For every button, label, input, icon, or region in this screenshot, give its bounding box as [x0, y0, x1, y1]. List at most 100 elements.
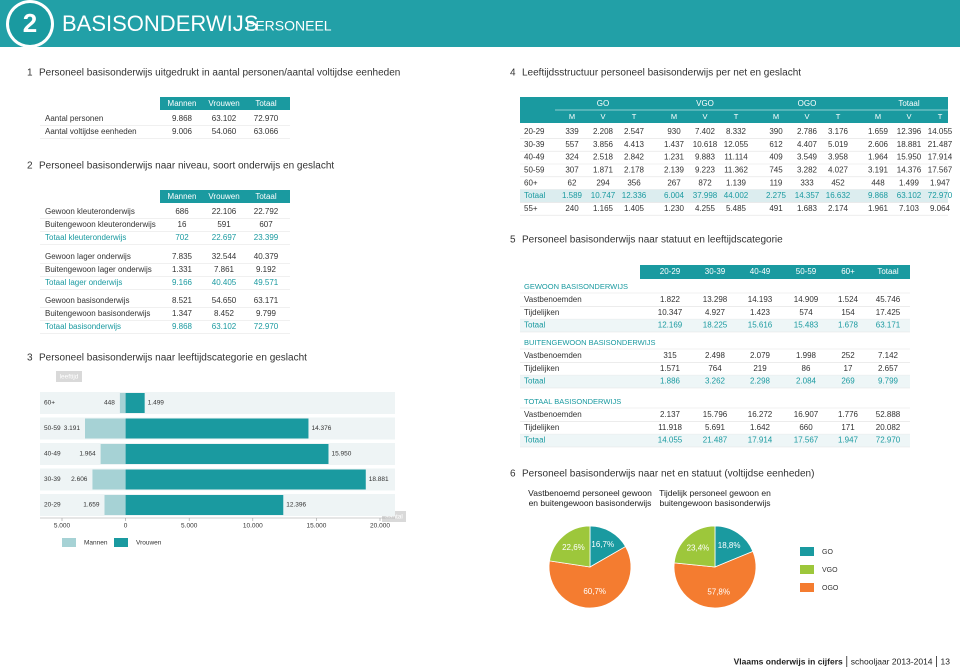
pie-slice [548, 546, 632, 609]
cell: 7.835 [172, 252, 193, 261]
cell: 1.437 [664, 140, 685, 149]
bar [119, 393, 126, 413]
cell: 49.571 [254, 278, 279, 287]
column-header: 60+ [841, 267, 855, 276]
axis-label-box [56, 371, 82, 382]
cell: 63.102 [212, 322, 237, 331]
cell: 45.746 [876, 295, 901, 304]
cell: 4.255 [695, 204, 716, 213]
legend-label: VGO [822, 567, 838, 574]
cell: 1.998 [796, 351, 817, 360]
cell: 7.142 [878, 351, 899, 360]
row-label: Tijdelijken [524, 308, 559, 317]
group-header: VGO [696, 99, 714, 108]
cell: 17.914 [928, 153, 953, 162]
cell: 1.423 [750, 308, 771, 317]
section-title: Personeel basisonderwijs naar niveau, so… [39, 161, 334, 172]
cell: 1.405 [624, 204, 645, 213]
cell: 12.336 [622, 191, 647, 200]
cell: 2.174 [828, 204, 849, 213]
column-header: Mannen [168, 99, 197, 108]
cell: 1.822 [660, 295, 681, 304]
cell: 1.331 [172, 265, 193, 274]
bar [125, 393, 145, 413]
cell: 11.114 [724, 153, 748, 162]
footer-page: 13 [941, 656, 951, 666]
cell: 63.171 [876, 321, 901, 330]
cell: 1.524 [838, 295, 859, 304]
legend-swatch [114, 538, 128, 547]
cell: 607 [259, 220, 273, 229]
cell: 307 [565, 166, 579, 175]
axis-label-box [382, 511, 406, 522]
value-label: 18.881 [369, 476, 389, 483]
cell: 7.402 [695, 127, 716, 136]
cell: 63.066 [254, 127, 279, 136]
cell: 686 [175, 207, 189, 216]
column-header: T [734, 112, 739, 121]
bar [125, 418, 309, 439]
column-header: Totaal [877, 267, 899, 276]
column-header: Totaal [255, 192, 277, 201]
legend-label: Mannen [84, 540, 108, 547]
group-header: GO [597, 99, 609, 108]
cell: 9.799 [878, 377, 899, 386]
value-label: 12.396 [286, 502, 306, 509]
cell: 9.192 [256, 265, 277, 274]
row-label: 20-29 [524, 127, 545, 136]
cell: 324 [565, 153, 579, 162]
row-label: 40-49 [524, 153, 545, 162]
cell: 9.868 [172, 114, 193, 123]
cell: 18.881 [897, 140, 922, 149]
slice-label: 16,7% [591, 540, 614, 549]
header-subtitle: PERSONEEL [246, 18, 332, 34]
cell: 22.106 [212, 207, 237, 216]
cell: 9.883 [695, 153, 716, 162]
bar [104, 495, 126, 515]
slice-label: 18,8% [718, 541, 741, 550]
total-row [520, 189, 948, 203]
row-label: Totaal [524, 377, 546, 386]
cell: 17.914 [748, 436, 773, 445]
cell: 8.521 [172, 296, 193, 305]
cell: 16.907 [794, 410, 819, 419]
cell: 2.518 [593, 153, 614, 162]
cell: 10.347 [658, 308, 683, 317]
row-label: Buitengewoon kleuteronderwijs [45, 220, 156, 229]
row-label: Totaal [524, 321, 546, 330]
cell: 5.691 [705, 423, 726, 432]
cell: 119 [770, 178, 783, 187]
column-header: 50-59 [796, 267, 817, 276]
cell: 15.616 [748, 321, 773, 330]
section-title: Personeel basisonderwijs uitgedrukt in a… [39, 68, 400, 79]
x-tick-label: 5.000 [54, 523, 71, 530]
value-label: 448 [104, 400, 115, 407]
column-header: M [569, 112, 575, 121]
cell: 154 [841, 308, 855, 317]
cell: 1.871 [593, 166, 614, 175]
group-title: GEWOON BASISONDERWIJS [524, 282, 628, 291]
slice-label: 57,8% [707, 587, 730, 596]
cell: 2.298 [750, 377, 771, 386]
legend-swatch [62, 538, 76, 547]
cell: 2.547 [624, 127, 645, 136]
slice-label: 22,6% [562, 543, 585, 552]
cell: 240 [565, 204, 579, 213]
cell: 574 [799, 308, 813, 317]
cell: 15.796 [703, 410, 728, 419]
section-number: 2 [27, 161, 33, 172]
cell: 17.567 [794, 436, 819, 445]
section-title: Leeftijdsstructuur personeel basisonderw… [522, 68, 801, 79]
legend-swatch [800, 547, 814, 556]
x-tick-label: 0 [124, 523, 128, 530]
footer-publication: Vlaams onderwijs in cijfers [734, 656, 843, 666]
cell: 12.055 [724, 140, 749, 149]
cell: 1.230 [664, 204, 685, 213]
x-tick-label: 20.000 [370, 523, 390, 530]
cell: 1.139 [726, 178, 747, 187]
row-label: Aantal personen [45, 114, 103, 123]
section-number: 5 [510, 235, 516, 246]
category-label: 20-29 [44, 502, 61, 509]
pie-slice [673, 525, 716, 568]
